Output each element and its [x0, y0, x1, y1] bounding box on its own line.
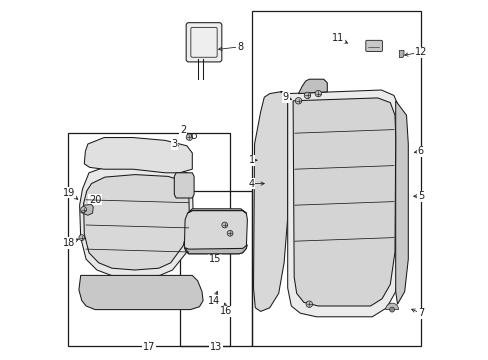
Text: 4: 4 [248, 179, 254, 189]
Polygon shape [80, 166, 193, 277]
Text: 7: 7 [417, 308, 423, 318]
Polygon shape [84, 138, 192, 173]
Polygon shape [399, 50, 403, 58]
Polygon shape [253, 92, 287, 311]
Text: 8: 8 [237, 42, 243, 52]
Text: 16: 16 [220, 306, 232, 316]
Polygon shape [83, 175, 189, 270]
Text: 18: 18 [63, 238, 75, 248]
Text: 11: 11 [331, 33, 344, 43]
Text: 17: 17 [142, 342, 155, 352]
Polygon shape [79, 275, 203, 310]
Text: 9: 9 [282, 92, 288, 102]
Polygon shape [292, 98, 395, 306]
FancyBboxPatch shape [365, 40, 382, 51]
Circle shape [227, 230, 232, 236]
Bar [68, 133, 230, 346]
Wedge shape [385, 303, 398, 310]
Text: 14: 14 [207, 296, 220, 306]
Circle shape [222, 222, 227, 228]
Circle shape [305, 301, 312, 307]
Polygon shape [280, 90, 400, 317]
Circle shape [81, 207, 86, 212]
Text: 15: 15 [208, 254, 221, 264]
Polygon shape [187, 209, 246, 213]
Polygon shape [395, 101, 407, 304]
Text: 2: 2 [180, 125, 186, 135]
Polygon shape [298, 79, 326, 94]
Circle shape [304, 92, 310, 99]
Text: 12: 12 [414, 47, 426, 57]
Bar [179, 191, 251, 346]
FancyBboxPatch shape [186, 23, 222, 62]
Circle shape [295, 98, 301, 104]
Text: 10: 10 [310, 81, 322, 91]
Text: 1: 1 [248, 155, 254, 165]
Text: 19: 19 [63, 188, 75, 198]
Text: 6: 6 [417, 146, 423, 156]
Polygon shape [185, 245, 247, 254]
Circle shape [314, 90, 321, 97]
Text: 13: 13 [209, 342, 222, 352]
Circle shape [79, 235, 84, 240]
Polygon shape [184, 211, 247, 254]
Bar [251, 11, 420, 346]
Polygon shape [81, 204, 93, 215]
Text: 3: 3 [171, 139, 177, 149]
Polygon shape [174, 173, 194, 198]
Text: 20: 20 [89, 195, 101, 205]
Text: 5: 5 [417, 191, 423, 201]
Circle shape [389, 307, 394, 312]
Circle shape [186, 134, 192, 140]
